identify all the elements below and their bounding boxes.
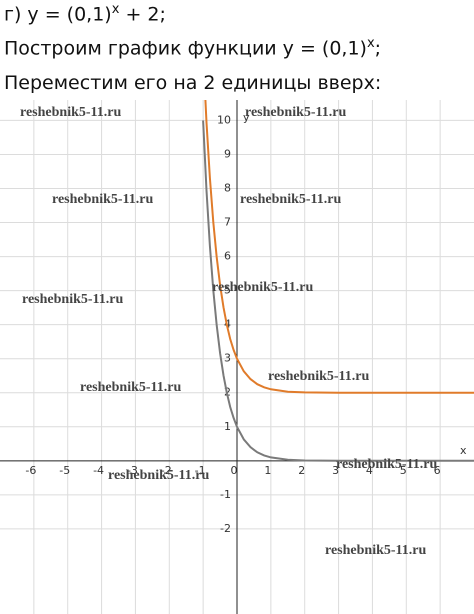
x-tick-label: 2 xyxy=(298,464,305,477)
x-axis-label: x xyxy=(460,444,467,457)
x-tick-label: -3 xyxy=(127,464,138,477)
x-tick-label: 4 xyxy=(366,464,373,477)
watermark: reshebnik5-11.ru xyxy=(108,468,209,483)
text: + 2; xyxy=(119,3,166,26)
watermark: reshebnik5-11.ru xyxy=(52,192,153,207)
x-tick-label: 6 xyxy=(434,464,441,477)
task-line: г) y = (0,1)x + 2; xyxy=(4,2,166,25)
y-tick-label: 1 xyxy=(224,420,231,433)
text: ; xyxy=(374,37,382,60)
y-axis-label: y xyxy=(243,111,250,124)
y-tick-label: 10 xyxy=(217,113,231,126)
x-tick-label: 3 xyxy=(332,464,339,477)
watermark: reshebnik5-11.ru xyxy=(245,105,346,120)
x-tick-label: -1 xyxy=(195,464,206,477)
text: г) y = (0,1) xyxy=(4,3,112,26)
x-tick-label: -4 xyxy=(93,464,104,477)
x-tick-label: 1 xyxy=(264,464,271,477)
text-line: Переместим его на 2 единицы вверх: xyxy=(4,72,381,94)
y-tick-label: 7 xyxy=(224,216,231,229)
y-tick-label: 3 xyxy=(224,352,231,365)
x-tick-label: -6 xyxy=(25,464,36,477)
watermark: reshebnik5-11.ru xyxy=(22,292,123,307)
watermark: reshebnik5-11.ru xyxy=(240,192,341,207)
text: Построим график функции y = (0,1) xyxy=(4,37,367,60)
watermark: reshebnik5-11.ru xyxy=(336,457,437,472)
curve xyxy=(202,120,474,462)
y-tick-label: 5 xyxy=(224,284,231,297)
watermark: reshebnik5-11.ru xyxy=(268,369,369,384)
x-tick-label: -5 xyxy=(59,464,70,477)
y-tick-label: 8 xyxy=(224,182,231,195)
plot xyxy=(202,100,474,462)
y-tick-label: -1 xyxy=(220,488,231,501)
y-tick-label: 9 xyxy=(224,147,231,160)
watermark: reshebnik5-11.ru xyxy=(20,105,121,120)
watermark: reshebnik5-11.ru xyxy=(212,280,313,295)
x-tick-label: 0 xyxy=(231,464,238,477)
exponent: x xyxy=(111,2,120,17)
text: Переместим его на 2 единицы вверх: xyxy=(4,72,382,94)
chart: -6 -5 -4 -3 -2 -1 0 1 2 3 4 5 6-2-112345678910xyresh… xyxy=(0,100,474,614)
x-tick-label: -2 xyxy=(161,464,172,477)
y-tick-label: -2 xyxy=(220,522,231,535)
y-tick-label: 6 xyxy=(224,250,231,263)
curve xyxy=(204,100,474,394)
exponent: x xyxy=(366,36,375,51)
text-line: Построим график функции y = (0,1)x; xyxy=(4,36,381,59)
watermark: reshebnik5-11.ru xyxy=(325,543,426,558)
watermark: reshebnik5-11.ru xyxy=(80,380,181,395)
x-tick-label: 5 xyxy=(400,464,407,477)
